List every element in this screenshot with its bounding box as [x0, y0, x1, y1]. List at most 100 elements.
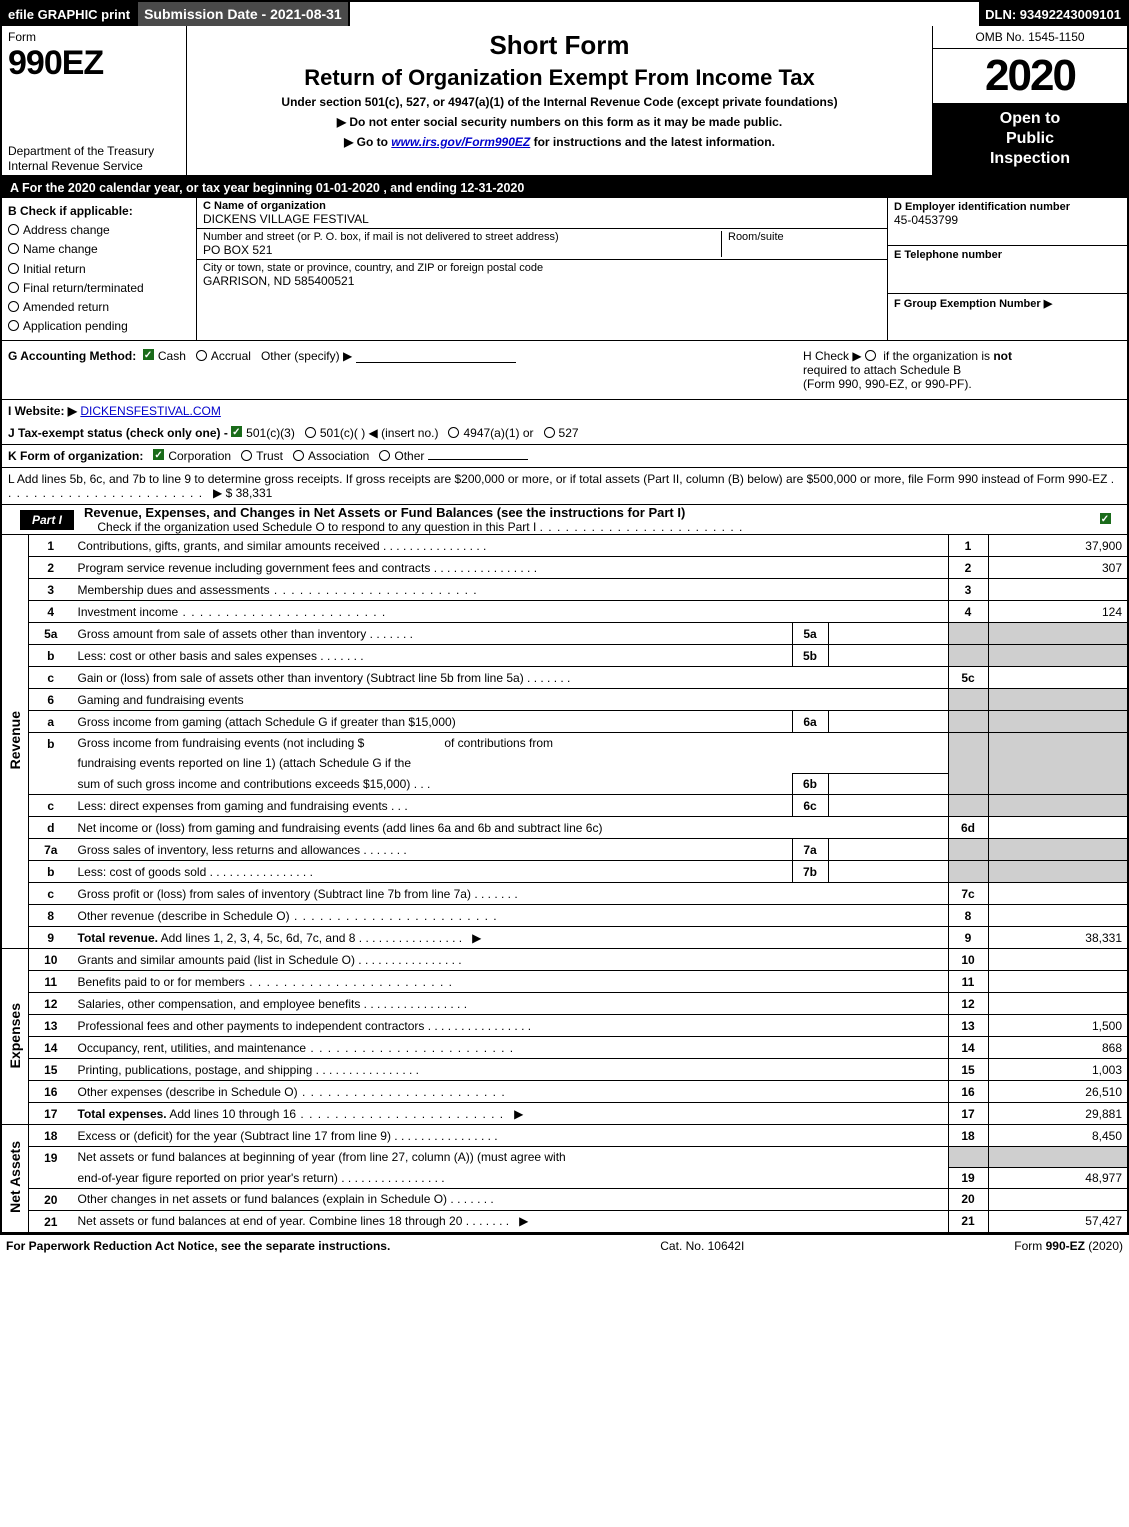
room-suite: Room/suite — [721, 231, 881, 257]
chk-4947[interactable] — [448, 427, 459, 438]
open-to-public: Open to Public Inspection — [933, 103, 1127, 175]
info-grid: B Check if applicable: Address change Na… — [0, 198, 1129, 341]
line-6: 6 Gaming and fundraising events — [1, 689, 1128, 711]
row-gh: G Accounting Method: Cash Accrual Other … — [0, 341, 1129, 399]
line-6c: c Less: direct expenses from gaming and … — [1, 795, 1128, 817]
website-link[interactable]: DICKENSFESTIVAL.COM — [80, 404, 220, 418]
goto-post: for instructions and the latest informat… — [534, 135, 775, 149]
line-7c: c Gross profit or (loss) from sales of i… — [1, 883, 1128, 905]
tax-year-bar: A For the 2020 calendar year, or tax yea… — [0, 178, 1129, 198]
efile-label: efile GRAPHIC print — [2, 2, 136, 26]
omb-number: OMB No. 1545-1150 — [933, 26, 1127, 49]
department-label: Department of the Treasury Internal Reve… — [8, 144, 180, 175]
h-not: not — [993, 349, 1012, 363]
irs-link[interactable]: www.irs.gov/Form990EZ — [391, 135, 530, 149]
chk-corporation[interactable] — [153, 449, 164, 460]
subtitle: Under section 501(c), 527, or 4947(a)(1)… — [197, 95, 922, 109]
chk-accrual[interactable] — [196, 350, 207, 361]
g-other: Other (specify) ▶ — [261, 349, 352, 363]
line-8: 8 Other revenue (describe in Schedule O)… — [1, 905, 1128, 927]
row-l: L Add lines 5b, 6c, and 7b to line 9 to … — [0, 467, 1129, 505]
top-bar: efile GRAPHIC print Submission Date - 20… — [0, 0, 1129, 26]
row-j: J Tax-exempt status (check only one) - 5… — [0, 422, 1129, 444]
addr-label: Number and street (or P. O. box, if mail… — [203, 231, 721, 243]
section-c: C Name of organization DICKENS VILLAGE F… — [197, 198, 887, 229]
chk-association[interactable] — [293, 450, 304, 461]
org-name: DICKENS VILLAGE FESTIVAL — [203, 212, 881, 226]
chk-amended-return[interactable]: Amended return — [8, 298, 190, 317]
open-line1: Open to — [937, 109, 1123, 129]
chk-527[interactable] — [544, 427, 555, 438]
line-5a: 5a Gross amount from sale of assets othe… — [1, 623, 1128, 645]
part1-title-text: Revenue, Expenses, and Changes in Net As… — [84, 505, 685, 520]
section-f: F Group Exemption Number ▶ — [888, 294, 1127, 341]
chk-h[interactable] — [865, 350, 876, 361]
line-5c: c Gain or (loss) from sale of assets oth… — [1, 667, 1128, 689]
chk-application-pending[interactable]: Application pending — [8, 317, 190, 336]
header-center: Short Form Return of Organization Exempt… — [187, 26, 932, 175]
address-row: Number and street (or P. O. box, if mail… — [197, 229, 887, 260]
other-org-line — [428, 459, 528, 460]
h-line2: required to attach Schedule B — [803, 363, 961, 377]
chk-trust[interactable] — [241, 450, 252, 461]
chk-501c3[interactable] — [231, 426, 242, 437]
line-1: Revenue 1 Contributions, gifts, grants, … — [1, 535, 1128, 557]
header-right: OMB No. 1545-1150 2020 Open to Public In… — [932, 26, 1127, 175]
tax-year: 2020 — [933, 49, 1127, 103]
section-h: H Check ▶ if the organization is not req… — [797, 341, 1127, 399]
line-4: 4 Investment income 4 124 — [1, 601, 1128, 623]
row-k: K Form of organization: Corporation Trus… — [0, 444, 1129, 467]
section-c-block: C Name of organization DICKENS VILLAGE F… — [197, 198, 887, 340]
line-13: 13 Professional fees and other payments … — [1, 1015, 1128, 1037]
part1-tag: Part I — [20, 510, 74, 530]
b-title: B Check if applicable: — [8, 202, 190, 221]
chk-address-change[interactable]: Address change — [8, 221, 190, 240]
h-line3: (Form 990, 990-EZ, or 990-PF). — [803, 377, 972, 391]
other-specify-line — [356, 362, 516, 363]
revenue-vert: Revenue — [1, 535, 29, 949]
chk-cash[interactable] — [143, 349, 154, 360]
l-amount: ▶ $ 38,331 — [213, 486, 272, 500]
title-return: Return of Organization Exempt From Incom… — [197, 65, 922, 91]
chk-name-change[interactable]: Name change — [8, 240, 190, 259]
line-7b: b Less: cost of goods sold 7b — [1, 861, 1128, 883]
bullet-goto: ▶ Go to www.irs.gov/Form990EZ for instru… — [197, 135, 922, 149]
section-b: B Check if applicable: Address change Na… — [2, 198, 197, 340]
line-10: Expenses 10 Grants and similar amounts p… — [1, 949, 1128, 971]
chk-other-org[interactable] — [379, 450, 390, 461]
part1-check[interactable] — [1087, 513, 1127, 527]
goto-pre: ▶ Go to — [344, 135, 391, 149]
lines-table: Revenue 1 Contributions, gifts, grants, … — [0, 535, 1129, 1233]
l-text: L Add lines 5b, 6c, and 7b to line 9 to … — [8, 472, 1107, 486]
e-label: E Telephone number — [894, 249, 1121, 261]
line-15: 15 Printing, publications, postage, and … — [1, 1059, 1128, 1081]
bullet-ssn: ▶ Do not enter social security numbers o… — [197, 115, 922, 129]
section-def: D Employer identification number 45-0453… — [887, 198, 1127, 340]
line-12: 12 Salaries, other compensation, and emp… — [1, 993, 1128, 1015]
line-6d: d Net income or (loss) from gaming and f… — [1, 817, 1128, 839]
open-line3: Inspection — [937, 149, 1123, 169]
chk-501c[interactable] — [305, 427, 316, 438]
d-label: D Employer identification number — [894, 201, 1121, 213]
line-18: Net Assets 18 Excess or (deficit) for th… — [1, 1125, 1128, 1147]
h-post1: if the organization is — [883, 349, 993, 363]
section-g: G Accounting Method: Cash Accrual Other … — [2, 341, 797, 399]
form-header: Form 990EZ Department of the Treasury In… — [0, 26, 1129, 178]
city-row: City or town, state or province, country… — [197, 260, 887, 340]
chk-initial-return[interactable]: Initial return — [8, 260, 190, 279]
part1-sub: Check if the organization used Schedule … — [84, 520, 1087, 534]
header-left: Form 990EZ Department of the Treasury In… — [2, 26, 187, 175]
line-2: 2 Program service revenue including gove… — [1, 557, 1128, 579]
chk-final-return[interactable]: Final return/terminated — [8, 279, 190, 298]
line-5b: b Less: cost or other basis and sales ex… — [1, 645, 1128, 667]
row-i: I Website: ▶ DICKENSFESTIVAL.COM — [0, 399, 1129, 422]
open-line2: Public — [937, 129, 1123, 149]
line-19-1: 19 Net assets or fund balances at beginn… — [1, 1147, 1128, 1168]
line-3: 3 Membership dues and assessments 3 — [1, 579, 1128, 601]
f-label: F Group Exemption Number ▶ — [894, 297, 1121, 310]
dln-label: DLN: 93492243009101 — [979, 2, 1127, 26]
g-label: G Accounting Method: — [8, 349, 136, 363]
line-16: 16 Other expenses (describe in Schedule … — [1, 1081, 1128, 1103]
footer-left: For Paperwork Reduction Act Notice, see … — [6, 1239, 390, 1253]
part1-header: Part I Revenue, Expenses, and Changes in… — [0, 505, 1129, 535]
